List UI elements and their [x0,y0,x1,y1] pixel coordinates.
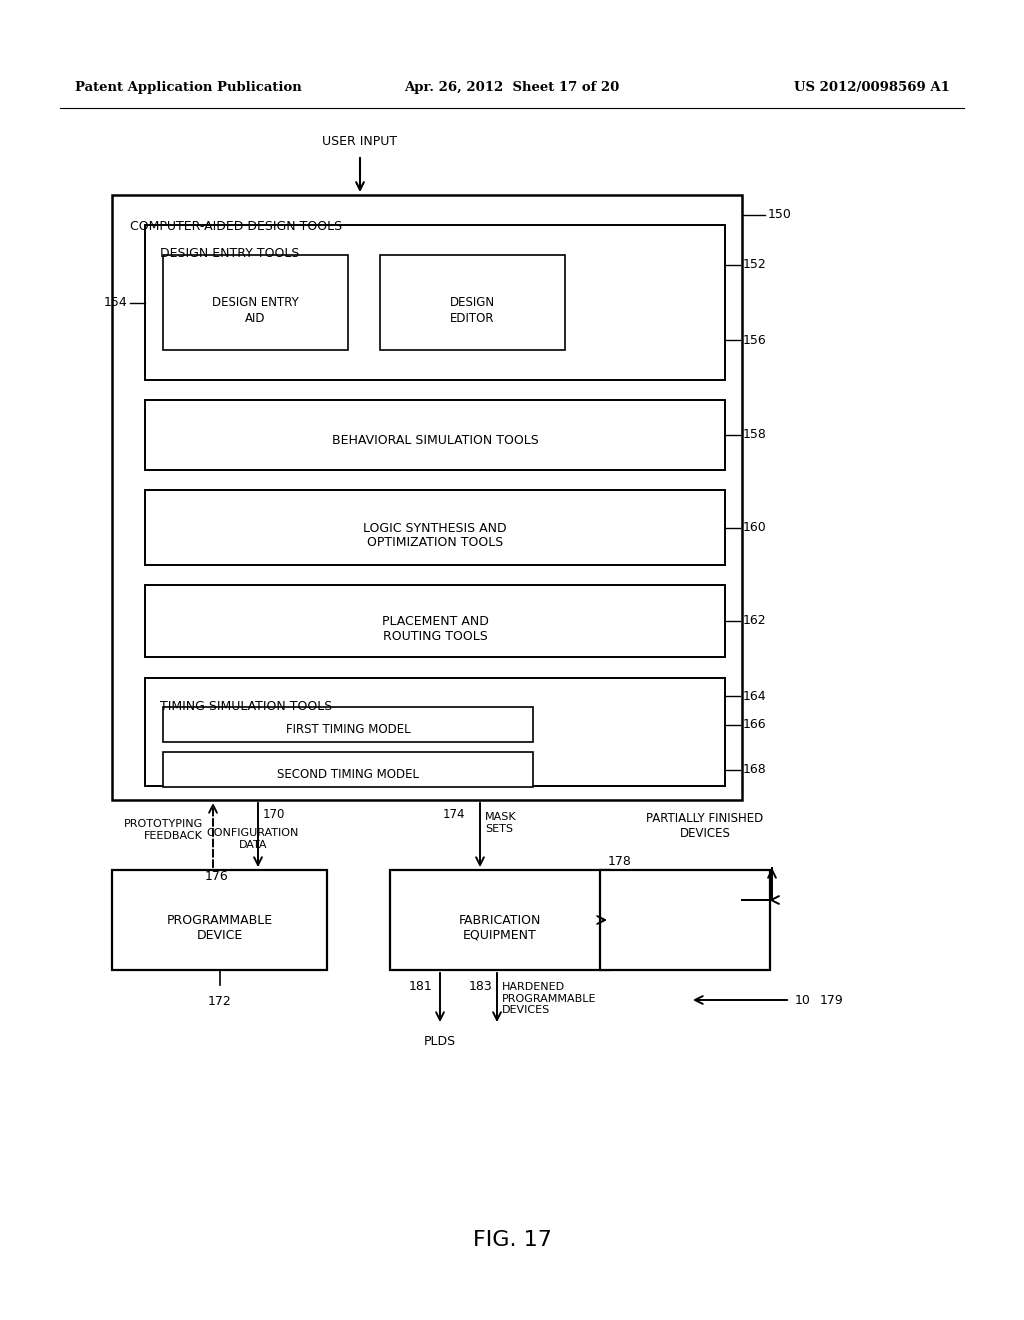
Bar [145,490,725,565]
Text: BEHAVIORAL SIMULATION TOOLS: BEHAVIORAL SIMULATION TOOLS [332,433,539,446]
Text: PROTOTYPING
FEEDBACK: PROTOTYPING FEEDBACK [124,820,203,841]
Text: HARDENED
PROGRAMMABLE
DEVICES: HARDENED PROGRAMMABLE DEVICES [502,982,597,1015]
Text: 168: 168 [743,763,767,776]
Text: DESIGN ENTRY
AID: DESIGN ENTRY AID [212,297,299,325]
Text: 181: 181 [409,979,432,993]
Text: FABRICATION
EQUIPMENT: FABRICATION EQUIPMENT [459,913,542,942]
Text: PARTIALLY FINISHED
DEVICES: PARTIALLY FINISHED DEVICES [646,812,764,840]
Text: PLDS: PLDS [424,1035,456,1048]
Text: LOGIC SYNTHESIS AND
OPTIMIZATION TOOLS: LOGIC SYNTHESIS AND OPTIMIZATION TOOLS [364,521,507,549]
Text: 183: 183 [468,979,492,993]
Text: USER INPUT: USER INPUT [323,135,397,148]
Text: 178: 178 [608,855,632,869]
Bar [163,708,534,742]
Text: PLACEMENT AND
ROUTING TOOLS: PLACEMENT AND ROUTING TOOLS [382,615,488,643]
Bar [145,678,725,785]
Bar [380,255,565,350]
Text: 154: 154 [103,297,127,309]
Text: US 2012/0098569 A1: US 2012/0098569 A1 [795,82,950,95]
Text: DESIGN ENTRY TOOLS: DESIGN ENTRY TOOLS [160,247,299,260]
Text: 156: 156 [743,334,767,346]
Text: 150: 150 [768,209,792,222]
Bar [390,870,610,970]
Text: Apr. 26, 2012  Sheet 17 of 20: Apr. 26, 2012 Sheet 17 of 20 [404,82,620,95]
Text: 176: 176 [205,870,228,883]
Text: 172: 172 [208,995,231,1008]
Text: PROGRAMMABLE
DEVICE: PROGRAMMABLE DEVICE [167,913,272,942]
Text: DESIGN
EDITOR: DESIGN EDITOR [450,297,495,325]
Bar [600,870,770,970]
Text: 162: 162 [743,615,767,627]
Bar [145,585,725,657]
Text: FIG. 17: FIG. 17 [472,1230,552,1250]
Bar [112,870,327,970]
Text: FIRST TIMING MODEL: FIRST TIMING MODEL [286,723,411,737]
Text: 170: 170 [263,808,286,821]
Bar [163,752,534,787]
Bar [145,224,725,380]
Text: Patent Application Publication: Patent Application Publication [75,82,302,95]
Text: 158: 158 [743,429,767,441]
Text: 166: 166 [743,718,767,731]
Text: TIMING SIMULATION TOOLS: TIMING SIMULATION TOOLS [160,700,332,713]
Text: 164: 164 [743,689,767,702]
Bar [112,195,742,800]
Bar [145,400,725,470]
Text: COMPUTER-AIDED DESIGN TOOLS: COMPUTER-AIDED DESIGN TOOLS [130,220,342,234]
Text: MASK
SETS: MASK SETS [485,812,517,834]
Text: 179: 179 [820,994,844,1006]
Text: SECOND TIMING MODEL: SECOND TIMING MODEL [278,768,419,781]
Text: CONFIGURATION
DATA: CONFIGURATION DATA [207,828,299,850]
Text: 174: 174 [442,808,465,821]
Bar [163,255,348,350]
Text: 160: 160 [743,521,767,535]
Text: 10: 10 [795,994,811,1006]
Text: 152: 152 [743,259,767,272]
